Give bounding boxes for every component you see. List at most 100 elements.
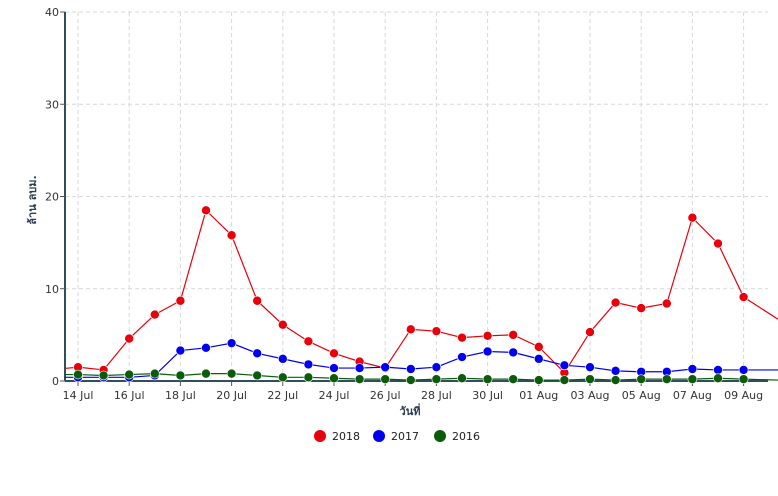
data-point-2018 [533, 342, 544, 352]
data-point-2016 [533, 375, 544, 385]
series-2016 [65, 368, 778, 385]
data-point-2016 [687, 374, 698, 384]
y-tick-label: 40 [45, 6, 59, 19]
data-point-2016 [610, 375, 621, 385]
x-tick-label: 07 Aug [673, 389, 712, 402]
data-point-2016 [738, 374, 749, 384]
data-point-2018 [201, 205, 211, 216]
data-point-2017 [713, 365, 723, 375]
y-tick-label: 0 [52, 375, 59, 388]
data-point-2018 [713, 238, 723, 249]
data-point-2016 [150, 368, 160, 379]
series-line-2018 [65, 209, 778, 374]
data-point-2018 [405, 324, 416, 335]
data-point-2016 [201, 368, 211, 379]
data-point-2017 [457, 352, 467, 362]
data-point-2016 [661, 374, 672, 384]
data-point-2018 [277, 319, 288, 330]
x-axis-title: วันที่ [400, 403, 421, 418]
data-point-2018 [252, 295, 263, 306]
data-point-2017 [380, 362, 391, 372]
data-point-2018 [661, 298, 672, 309]
data-point-2016 [329, 373, 339, 384]
data-point-2018 [687, 212, 698, 223]
data-point-2016 [124, 369, 134, 380]
gridlines [65, 11, 768, 381]
y-tick-label: 30 [45, 98, 59, 111]
data-point-2016 [508, 374, 519, 384]
legend-marker-2017 [373, 430, 385, 442]
data-point-2017 [405, 364, 416, 374]
data-point-2017 [431, 362, 442, 372]
legend[interactable]: 2018 2017 2016 [314, 430, 480, 443]
series-lines [65, 205, 778, 385]
x-tick-label: 18 Jul [165, 389, 196, 402]
data-point-2018 [150, 309, 160, 320]
data-point-2017 [738, 365, 749, 375]
x-tick-label: 16 Jul [114, 389, 145, 402]
series-2017 [65, 338, 778, 383]
x-tick-label: 14 Jul [63, 389, 94, 402]
data-point-2017 [508, 347, 519, 358]
data-point-2017 [610, 366, 621, 376]
data-point-2017 [175, 345, 186, 356]
axis-labels: ล้าน ลบม. วันที่ [26, 175, 420, 418]
legend-item-2016[interactable]: 2016 [434, 430, 480, 443]
data-point-2016 [482, 374, 493, 384]
data-point-2017 [354, 363, 365, 373]
legend-label-2017: 2017 [391, 430, 419, 443]
x-tick-label: 22 Jul [267, 389, 298, 402]
legend-marker-2016 [434, 430, 446, 442]
y-tick-label: 20 [45, 191, 59, 204]
data-point-2016 [98, 370, 109, 381]
data-point-2016 [713, 373, 723, 384]
data-point-2018 [585, 327, 595, 337]
series-2018 [65, 205, 778, 378]
data-point-2016 [405, 375, 416, 385]
data-point-2017 [252, 348, 263, 359]
y-tick-label: 10 [45, 283, 59, 296]
legend-item-2018[interactable]: 2018 [314, 430, 360, 443]
data-point-2016 [559, 375, 570, 385]
data-point-2018 [508, 330, 519, 340]
y-axis-title: ล้าน ลบม. [26, 175, 39, 224]
data-point-2018 [610, 297, 621, 308]
data-point-2017 [226, 338, 237, 348]
data-point-2016 [380, 374, 391, 384]
data-point-2016 [431, 374, 442, 384]
data-point-2017 [277, 354, 288, 364]
data-point-2017 [482, 346, 493, 357]
legend-label-2018: 2018 [332, 430, 360, 443]
data-point-2018 [303, 336, 314, 347]
legend-label-2016: 2016 [452, 430, 480, 443]
data-point-2016 [585, 374, 595, 384]
data-point-2016 [636, 374, 647, 384]
legend-marker-2018 [314, 430, 326, 442]
data-point-2016 [457, 373, 467, 384]
data-point-2018 [329, 348, 339, 359]
x-tick-label: 20 Jul [216, 389, 247, 402]
data-point-2017 [559, 360, 570, 371]
legend-item-2017[interactable]: 2017 [373, 430, 419, 443]
data-point-2016 [277, 372, 288, 383]
x-tick-label: 24 Jul [319, 389, 350, 402]
data-point-2018 [457, 332, 467, 343]
data-point-2017 [687, 364, 698, 374]
data-point-2016 [73, 369, 83, 380]
data-point-2018 [175, 295, 186, 306]
data-point-2017 [201, 342, 211, 353]
x-tick-label: 03 Aug [571, 389, 610, 402]
data-point-2018 [431, 326, 442, 336]
x-tick-label: 05 Aug [622, 389, 661, 402]
x-tick-label: 28 Jul [421, 389, 452, 402]
data-point-2017 [585, 362, 595, 372]
data-point-2016 [354, 374, 365, 384]
data-point-2016 [175, 370, 186, 381]
data-point-2018 [226, 230, 237, 241]
data-point-2016 [303, 372, 314, 383]
axes: 0 10 20 30 40 14 Jul 16 Jul 18 Jul 20 Jul 22 Jul 2… [45, 6, 768, 402]
data-point-2018 [636, 303, 647, 313]
x-tick-label: 01 Aug [519, 389, 558, 402]
data-point-2017 [329, 363, 339, 373]
